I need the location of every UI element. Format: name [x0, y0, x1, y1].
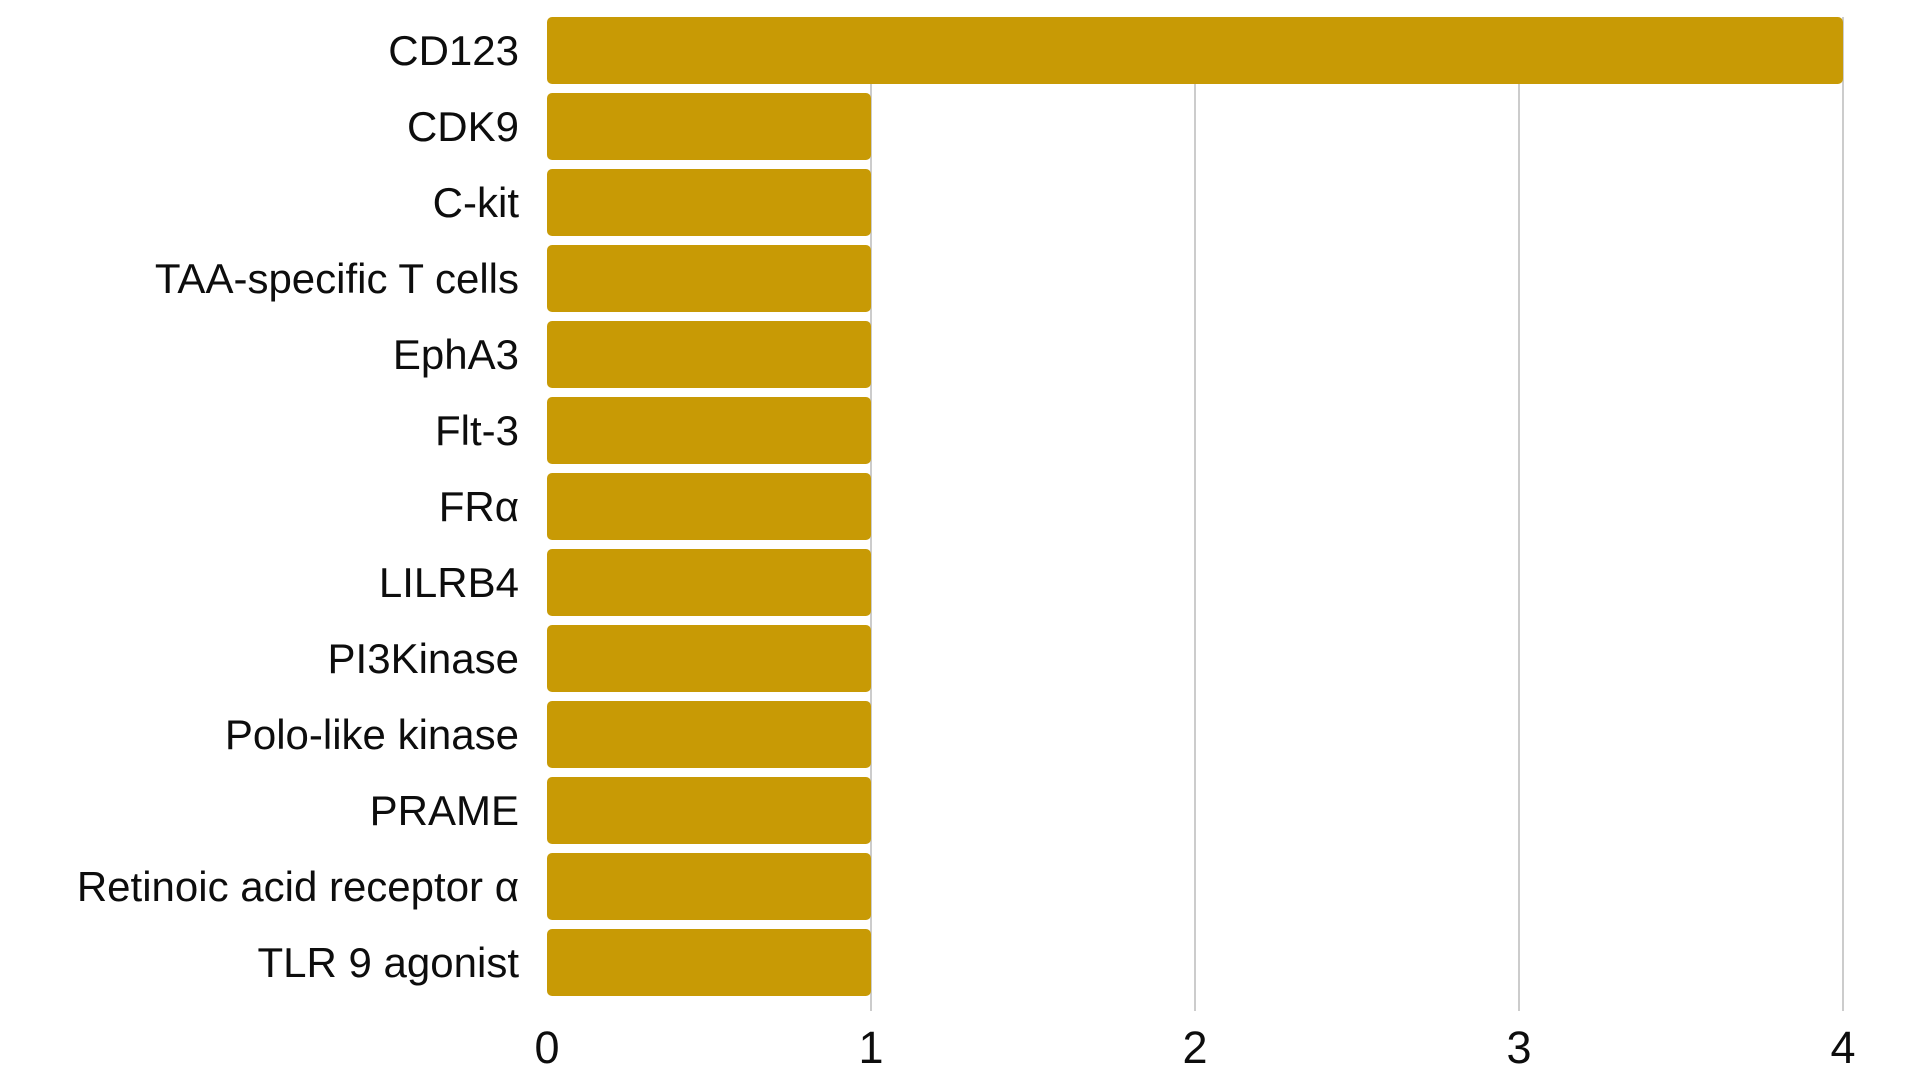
bar-c-kit: [547, 169, 871, 236]
gridline-x-4: [1842, 17, 1844, 1011]
category-label: TAA-specific T cells: [154, 254, 519, 302]
bar-taa-specific-t-cells: [547, 245, 871, 312]
bar-cdk9: [547, 93, 871, 160]
category-label: EphA3: [392, 330, 519, 378]
bar-row: [547, 777, 1843, 844]
bar-row: [547, 245, 1843, 312]
bar-row: [547, 853, 1843, 920]
bar-fr-: [547, 473, 871, 540]
category-label: C-kit: [432, 178, 519, 226]
category-label: FRα: [438, 482, 519, 530]
bar-tlr-9-agonist: [547, 929, 871, 996]
x-axis-tick-labels: 0 1 2 3 4: [534, 1022, 1855, 1080]
bar-prame: [547, 777, 871, 844]
gridline-x-1: [870, 17, 872, 1011]
category-label: Retinoic acid receptor α: [76, 862, 519, 910]
bar-row: [547, 701, 1843, 768]
bar-row: [547, 473, 1843, 540]
x-tick-label-1: 1: [858, 1022, 884, 1073]
bar-row: [547, 929, 1843, 996]
bar-cd123: [547, 17, 1843, 84]
category-label: Polo-like kinase: [224, 710, 519, 758]
bar-row: [547, 169, 1843, 236]
bar-retinoic-acid-receptor-: [547, 853, 871, 920]
gridline-x-2: [1194, 17, 1196, 1011]
gridline-x-3: [1518, 17, 1520, 1011]
bar-flt-3: [547, 397, 871, 464]
category-label: CDK9: [406, 102, 519, 150]
plot-area: [547, 17, 1844, 1011]
bar-row: [547, 397, 1843, 464]
bar-epha3: [547, 321, 871, 388]
category-label: LILRB4: [378, 558, 519, 606]
bars-layer: [547, 17, 1843, 1005]
x-tick-label-3: 3: [1506, 1022, 1532, 1073]
x-tick-label-4: 4: [1830, 1022, 1856, 1073]
category-label: CD123: [388, 26, 519, 74]
bar-row: [547, 321, 1843, 388]
bar-row: [547, 625, 1843, 692]
category-label: Flt-3: [435, 406, 519, 454]
x-tick-label-2: 2: [1182, 1022, 1208, 1073]
bar-pi3kinase: [547, 625, 871, 692]
category-label: TLR 9 agonist: [257, 938, 519, 986]
category-label: PRAME: [369, 786, 519, 834]
bar-polo-like-kinase: [547, 701, 871, 768]
category-label: PI3Kinase: [327, 634, 519, 682]
bar-row: [547, 93, 1843, 160]
category-axis-labels: CD123 CDK9 C-kit TAA-specific T cells EphA3 F…: [0, 17, 547, 1005]
bar-lilrb4: [547, 549, 871, 616]
bar-row: [547, 17, 1843, 84]
x-tick-label-0: 0: [534, 1022, 560, 1073]
bar-row: [547, 549, 1843, 616]
